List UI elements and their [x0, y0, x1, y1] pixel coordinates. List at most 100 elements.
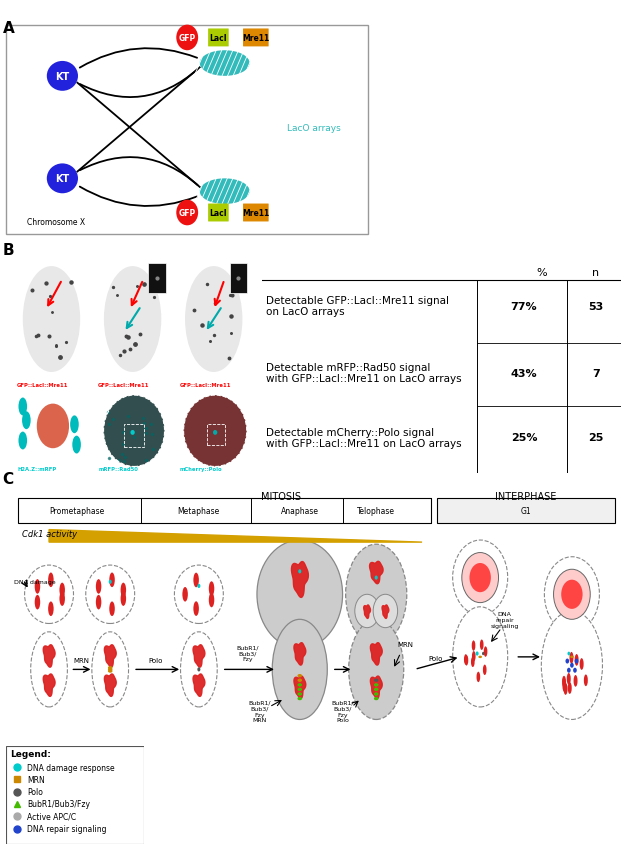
Ellipse shape — [109, 580, 112, 584]
Text: GFP::LacI::Mre11: GFP::LacI::Mre11 — [17, 382, 69, 387]
Text: BubR1/
Bub3/
Fzy
Polo: BubR1/ Bub3/ Fzy Polo — [331, 700, 354, 722]
Ellipse shape — [471, 657, 475, 667]
Ellipse shape — [213, 431, 217, 435]
Ellipse shape — [298, 683, 302, 687]
Text: BubR1/
Bub3/
Fzy: BubR1/ Bub3/ Fzy — [236, 645, 259, 661]
FancyBboxPatch shape — [6, 746, 144, 844]
Ellipse shape — [464, 654, 467, 664]
FancyBboxPatch shape — [19, 499, 431, 524]
Ellipse shape — [567, 673, 571, 685]
Ellipse shape — [298, 674, 302, 677]
Text: GFP: GFP — [178, 34, 196, 43]
Ellipse shape — [349, 619, 404, 720]
Ellipse shape — [580, 659, 583, 670]
Ellipse shape — [575, 659, 578, 664]
Ellipse shape — [31, 632, 67, 707]
Ellipse shape — [59, 592, 65, 606]
Ellipse shape — [183, 396, 246, 467]
Ellipse shape — [573, 676, 578, 687]
Text: GFP::LacI::Mre11: GFP::LacI::Mre11 — [179, 382, 231, 387]
Ellipse shape — [85, 566, 135, 624]
Polygon shape — [104, 645, 116, 667]
Ellipse shape — [553, 570, 590, 619]
Ellipse shape — [570, 663, 573, 668]
Text: mCherry::Polo: mCherry::Polo — [179, 467, 222, 471]
Ellipse shape — [480, 640, 484, 650]
Ellipse shape — [374, 679, 379, 682]
Ellipse shape — [374, 693, 379, 696]
Ellipse shape — [575, 654, 578, 666]
Ellipse shape — [298, 688, 302, 691]
Text: 25: 25 — [588, 432, 603, 443]
Ellipse shape — [462, 553, 499, 603]
Ellipse shape — [200, 179, 250, 205]
Text: LacO arrays: LacO arrays — [287, 124, 341, 132]
Ellipse shape — [185, 267, 242, 373]
Polygon shape — [364, 606, 371, 618]
Ellipse shape — [484, 647, 487, 657]
Text: Detectable mCherry::Polo signal
with GFP::LacI::Mre11 on LacO arrays: Detectable mCherry::Polo signal with GFP… — [266, 427, 461, 449]
Ellipse shape — [563, 683, 568, 695]
Ellipse shape — [193, 601, 199, 616]
Ellipse shape — [174, 566, 223, 624]
Ellipse shape — [48, 601, 54, 617]
FancyBboxPatch shape — [437, 499, 615, 524]
Ellipse shape — [37, 404, 69, 449]
Text: Telophase: Telophase — [357, 507, 395, 516]
Text: Polo: Polo — [149, 658, 163, 664]
Text: INTERPHASE: INTERPHASE — [495, 491, 557, 502]
Ellipse shape — [177, 200, 198, 226]
Text: MRN: MRN — [397, 641, 414, 647]
Text: Prometaphase: Prometaphase — [49, 507, 104, 516]
Ellipse shape — [568, 682, 572, 694]
Ellipse shape — [48, 573, 54, 588]
Text: Cdk1 activity: Cdk1 activity — [21, 530, 77, 538]
Text: %: % — [537, 268, 547, 278]
Polygon shape — [291, 562, 308, 598]
Ellipse shape — [472, 651, 475, 662]
Text: 53: 53 — [588, 301, 603, 311]
Ellipse shape — [92, 632, 129, 707]
Ellipse shape — [483, 664, 487, 676]
Polygon shape — [382, 606, 389, 618]
Ellipse shape — [475, 652, 479, 656]
Polygon shape — [43, 674, 55, 697]
Text: KT: KT — [56, 72, 69, 82]
Text: Mre11: Mre11 — [242, 209, 270, 218]
Ellipse shape — [567, 652, 570, 656]
Text: Metaphase: Metaphase — [178, 507, 220, 516]
Ellipse shape — [562, 676, 566, 688]
Text: LacI: LacI — [210, 209, 227, 218]
Polygon shape — [49, 530, 422, 543]
Ellipse shape — [374, 688, 379, 691]
Text: BubR1/
Bub3/
Fzy
MRN: BubR1/ Bub3/ Fzy MRN — [249, 700, 271, 722]
Ellipse shape — [374, 697, 379, 700]
Ellipse shape — [72, 436, 81, 454]
FancyBboxPatch shape — [6, 26, 368, 235]
Text: mRFP::Rad50: mRFP::Rad50 — [98, 467, 138, 471]
Text: Active APC/C: Active APC/C — [27, 812, 76, 821]
Ellipse shape — [120, 592, 126, 606]
Ellipse shape — [452, 541, 508, 615]
Ellipse shape — [561, 580, 583, 609]
Ellipse shape — [355, 595, 379, 628]
Text: GFP: GFP — [178, 209, 196, 218]
Text: DNA damage response: DNA damage response — [27, 763, 114, 772]
Ellipse shape — [108, 670, 112, 673]
Ellipse shape — [298, 697, 302, 700]
Text: Legend:: Legend: — [11, 749, 51, 758]
Text: KT: KT — [56, 174, 69, 184]
Polygon shape — [294, 643, 306, 665]
Ellipse shape — [47, 61, 78, 92]
Text: G1: G1 — [520, 507, 532, 516]
Ellipse shape — [19, 432, 27, 450]
Ellipse shape — [570, 656, 573, 659]
Ellipse shape — [272, 619, 327, 720]
Text: Detectable mRFP::Rad50 signal
with GFP::LacI::Mre11 on LacO arrays: Detectable mRFP::Rad50 signal with GFP::… — [266, 363, 461, 384]
Ellipse shape — [573, 668, 577, 673]
Ellipse shape — [109, 573, 115, 588]
Ellipse shape — [59, 583, 65, 598]
Polygon shape — [369, 561, 383, 584]
Ellipse shape — [373, 595, 397, 628]
Polygon shape — [371, 643, 383, 665]
